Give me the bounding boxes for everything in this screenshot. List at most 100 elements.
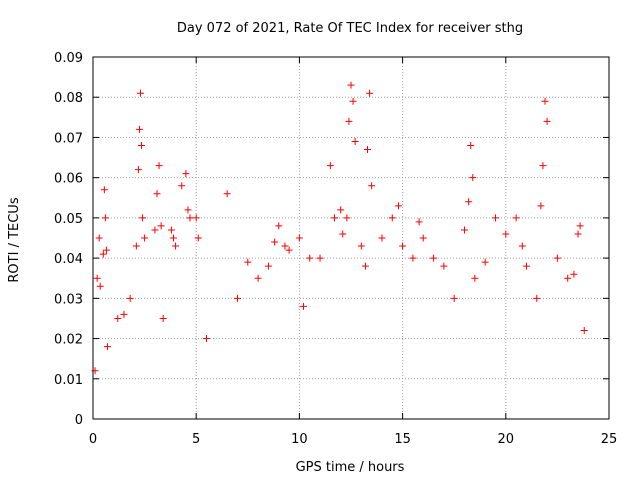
data-point	[518, 242, 526, 250]
data-point	[537, 202, 545, 210]
data-point	[343, 214, 351, 222]
data-point	[139, 214, 147, 222]
data-point	[96, 282, 104, 290]
data-point	[553, 254, 561, 262]
data-point	[182, 170, 190, 178]
y-tick-label: 0.02	[54, 333, 83, 348]
data-point	[203, 335, 211, 343]
data-point	[100, 186, 108, 194]
data-point	[539, 162, 547, 170]
data-point	[502, 230, 510, 238]
data-point	[368, 182, 376, 190]
data-point	[465, 198, 473, 206]
x-tick-label: 25	[601, 432, 618, 447]
data-point	[533, 294, 541, 302]
data-point	[135, 125, 143, 133]
y-tick-label: 0.05	[54, 212, 83, 227]
data-point	[339, 230, 347, 238]
data-point	[186, 214, 194, 222]
data-point	[570, 270, 578, 278]
y-tick-label: 0.01	[54, 373, 83, 388]
data-point	[126, 294, 134, 302]
data-point	[415, 218, 423, 226]
data-point	[330, 214, 338, 222]
data-point	[101, 214, 109, 222]
data-point	[378, 234, 386, 242]
data-point	[347, 81, 355, 89]
data-point	[172, 242, 180, 250]
data-point	[281, 242, 289, 250]
data-point	[155, 162, 163, 170]
data-point	[102, 246, 110, 254]
x-tick-label: 5	[192, 432, 200, 447]
data-point	[366, 89, 374, 97]
data-point	[512, 214, 520, 222]
data-point	[543, 117, 551, 125]
data-point	[254, 274, 262, 282]
y-tick-label: 0.08	[54, 91, 83, 106]
data-point	[357, 242, 365, 250]
data-point	[114, 314, 122, 322]
data-point	[394, 202, 402, 210]
x-tick-label: 15	[394, 432, 411, 447]
data-point	[132, 242, 140, 250]
data-point	[337, 206, 345, 214]
data-point	[409, 254, 417, 262]
y-axis-label: ROTI / TECUs	[7, 197, 22, 282]
data-point	[120, 310, 128, 318]
data-point	[564, 274, 572, 282]
x-tick-label: 20	[498, 432, 515, 447]
y-tick-label: 0.07	[54, 131, 83, 146]
data-point	[469, 174, 477, 182]
data-point	[419, 234, 427, 242]
data-point	[138, 141, 146, 149]
data-point	[136, 89, 144, 97]
data-point	[233, 294, 241, 302]
y-tick-label: 0.06	[54, 172, 83, 187]
data-point	[576, 222, 584, 230]
data-point	[275, 222, 283, 230]
data-point	[167, 226, 175, 234]
data-point	[103, 343, 111, 351]
data-point	[461, 226, 469, 234]
data-point	[300, 302, 308, 310]
data-point	[285, 246, 293, 254]
data-point	[153, 190, 161, 198]
data-point	[93, 274, 101, 282]
data-point	[326, 162, 334, 170]
y-tick-label: 0.03	[54, 292, 83, 307]
data-point	[316, 254, 324, 262]
y-axis: 0 0.01 0.02 0.03 0.04 0.05 0.06 0.07 0.08 0.09	[54, 51, 609, 428]
data-point	[522, 262, 530, 270]
data-point	[471, 274, 479, 282]
data-point	[361, 262, 369, 270]
y-tick-label: 0	[75, 413, 83, 428]
x-tick-label: 0	[89, 432, 97, 447]
data-point	[223, 190, 231, 198]
data-point	[481, 258, 489, 266]
data-point	[157, 222, 165, 230]
chart-title: Day 072 of 2021, Rate Of TEC Index for r…	[177, 21, 523, 36]
data-point	[430, 254, 438, 262]
data-point	[244, 258, 252, 266]
data-point	[192, 214, 200, 222]
data-point	[306, 254, 314, 262]
data-point	[541, 97, 549, 105]
data-point	[574, 230, 582, 238]
x-axis-label: GPS time / hours	[296, 460, 405, 475]
y-tick-label: 0.04	[54, 252, 83, 267]
data-point	[491, 214, 499, 222]
data-point	[295, 234, 303, 242]
data-point	[95, 234, 103, 242]
data-point	[364, 146, 372, 154]
x-tick-label: 10	[291, 432, 308, 447]
data-point	[351, 137, 359, 145]
data-point	[159, 314, 167, 322]
data-point	[450, 294, 458, 302]
y-tick-label: 0.09	[54, 51, 83, 66]
data-point	[99, 250, 107, 258]
data-point	[345, 117, 353, 125]
data-point	[169, 234, 177, 242]
plot-frame	[92, 56, 610, 420]
